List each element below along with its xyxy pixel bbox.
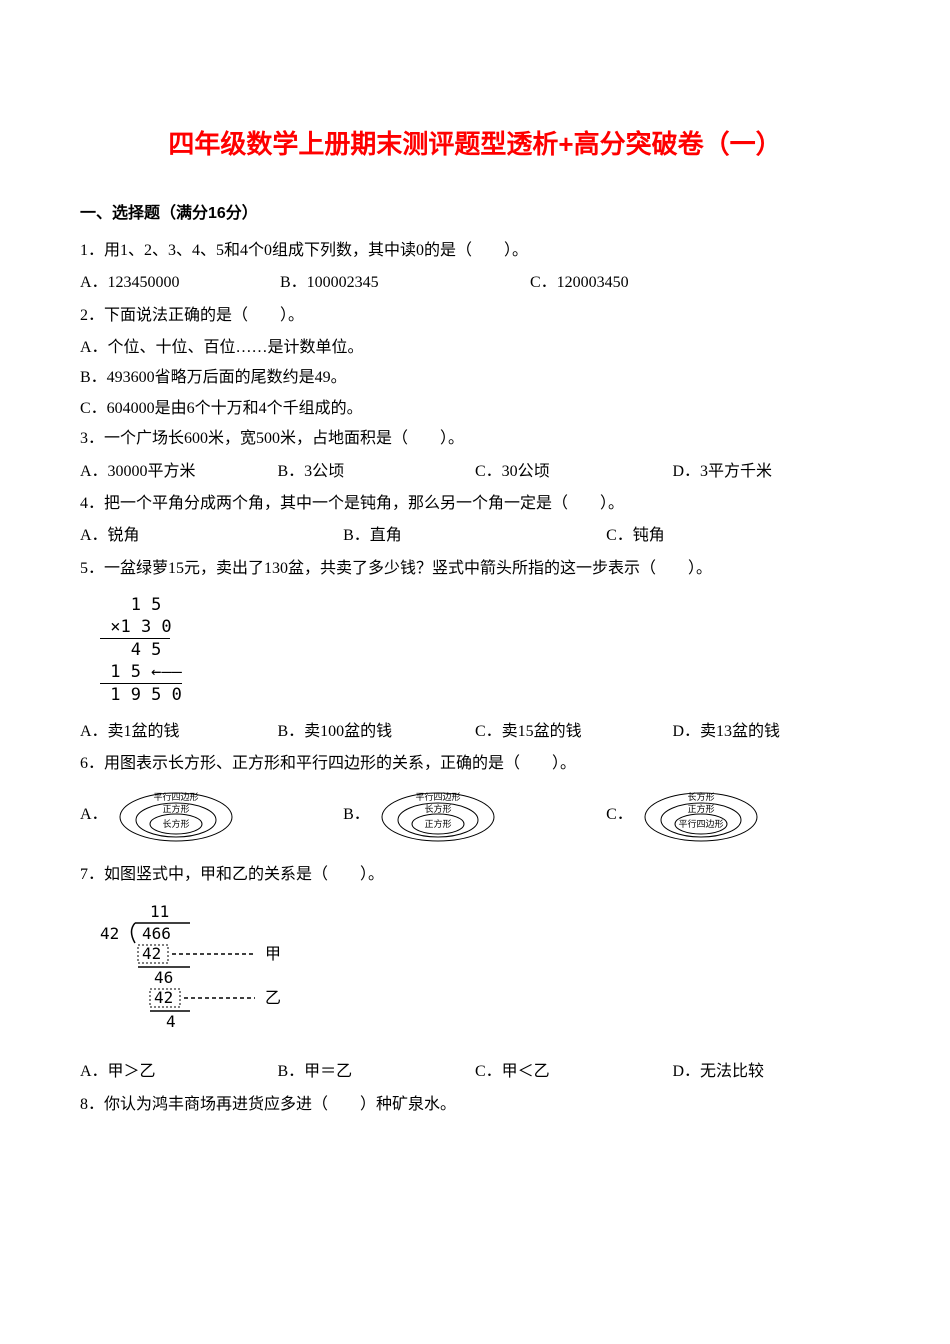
question-5-options: A．卖1盆的钱 B．卖100盆的钱 C．卖15盆的钱 D．卖13盆的钱 [80, 717, 870, 747]
q7-option-a: A．甲＞乙 [80, 1057, 278, 1087]
question-1: 1．用1、2、3、4、5和4个0组成下列数，其中读0的是（ ）。 [80, 236, 870, 266]
q1-option-a: A．123450000 [80, 268, 280, 298]
calc-line-2: ×1 3 0 [100, 616, 870, 638]
question-1-options: A．123450000 B．100002345 C．120003450 [80, 268, 870, 298]
question-6-options: A． 平行四边形 正方形 长方形 B． 平行四边形 长方形 正方形 C． 长方形… [80, 787, 870, 842]
q5-option-b: B．卖100盆的钱 [278, 717, 476, 747]
svg-text:42: 42 [154, 988, 173, 1007]
calc-line-4: 1 5 ←―― [100, 661, 870, 683]
q4-option-c: C．钝角 [606, 521, 869, 551]
question-7-options: A．甲＞乙 B．甲＝乙 C．甲＜乙 D．无法比较 [80, 1057, 870, 1087]
svg-text:平行四边形: 平行四边形 [415, 791, 460, 802]
q5-option-d: D．卖13盆的钱 [673, 717, 871, 747]
q3-option-c: C．30公顷 [475, 457, 673, 487]
q2-option-b: B．493600省略万后面的尾数约是49。 [80, 363, 870, 393]
svg-text:甲: 甲 [265, 944, 281, 963]
q3-option-d: D．3平方千米 [673, 457, 871, 487]
q7-option-b: B．甲＝乙 [278, 1057, 476, 1087]
question-3: 3．一个广场长600米，宽500米，占地面积是（ ）。 [80, 424, 870, 454]
q2-option-a: A．个位、十位、百位……是计数单位。 [80, 333, 870, 363]
q5-option-a: A．卖1盆的钱 [80, 717, 278, 747]
svg-text:正方形: 正方形 [162, 803, 189, 814]
calc-line-1: 1 5 [100, 594, 870, 616]
venn-diagram-c: 长方形 正方形 平行四边形 [641, 787, 761, 842]
svg-text:42: 42 [142, 944, 161, 963]
svg-text:正方形: 正方形 [687, 803, 714, 814]
svg-text:乙: 乙 [265, 988, 281, 1007]
question-6: 6．用图表示长方形、正方形和平行四边形的关系，正确的是（ ）。 [80, 749, 870, 779]
q5-option-c: C．卖15盆的钱 [475, 717, 673, 747]
svg-text:466: 466 [142, 924, 171, 943]
q6-label-c: C． [606, 800, 633, 830]
calc-line-3: 4 5 [100, 638, 870, 661]
q7-division-work: 11 42 466 42 46 42 4 甲 乙 [80, 899, 870, 1045]
question-4: 4．把一个平角分成两个角，其中一个是钝角，那么另一个角一定是（ ）。 [80, 489, 870, 519]
q6-option-a: A． 平行四边形 正方形 长方形 [80, 787, 343, 842]
question-2: 2．下面说法正确的是（ ）。 [80, 301, 870, 331]
q6-label-a: A． [80, 800, 108, 830]
venn-diagram-b: 平行四边形 长方形 正方形 [378, 787, 498, 842]
q6-option-c: C． 长方形 正方形 平行四边形 [606, 787, 869, 842]
long-division-diagram: 11 42 466 42 46 42 4 甲 乙 [80, 899, 320, 1034]
q6-label-b: B． [343, 800, 370, 830]
question-3-options: A．30000平方米 B．3公顷 C．30公顷 D．3平方千米 [80, 457, 870, 487]
question-5: 5．一盆绿萝15元，卖出了130盆，共卖了多少钱？竖式中箭头所指的这一步表示（ … [80, 554, 870, 584]
svg-text:长方形: 长方形 [424, 803, 451, 814]
svg-text:长方形: 长方形 [162, 818, 189, 829]
question-4-options: A．锐角 B．直角 C．钝角 [80, 521, 870, 551]
svg-text:正方形: 正方形 [424, 818, 451, 829]
svg-text:42: 42 [100, 924, 119, 943]
calc-line-5: 1 9 5 0 [100, 683, 870, 706]
venn-diagram-a: 平行四边形 正方形 长方形 [116, 787, 236, 842]
q5-multiplication-work: 1 5 ×1 3 0 4 5 1 5 ←―― 1 9 5 0 [100, 594, 870, 706]
q4-option-b: B．直角 [343, 521, 606, 551]
q1-option-c: C．120003450 [530, 268, 629, 298]
svg-text:4: 4 [166, 1012, 176, 1031]
q4-option-a: A．锐角 [80, 521, 343, 551]
question-8: 8．你认为鸿丰商场再进货应多进（ ）种矿泉水。 [80, 1090, 870, 1120]
exam-title: 四年级数学上册期末测评题型透析+高分突破卷（一） [80, 120, 870, 169]
q7-option-c: C．甲＜乙 [475, 1057, 673, 1087]
section-1-header: 一、选择题（满分16分） [80, 199, 870, 229]
svg-text:11: 11 [150, 902, 169, 921]
svg-text:平行四边形: 平行四边形 [153, 791, 198, 802]
svg-text:平行四边形: 平行四边形 [678, 818, 723, 829]
svg-text:46: 46 [154, 968, 173, 987]
q6-option-b: B． 平行四边形 长方形 正方形 [343, 787, 606, 842]
q7-option-d: D．无法比较 [673, 1057, 871, 1087]
q3-option-b: B．3公顷 [278, 457, 476, 487]
svg-text:长方形: 长方形 [687, 791, 714, 802]
question-7: 7．如图竖式中，甲和乙的关系是（ ）。 [80, 860, 870, 890]
q1-option-b: B．100002345 [280, 268, 530, 298]
q3-option-a: A．30000平方米 [80, 457, 278, 487]
q2-option-c: C．604000是由6个十万和4个千组成的。 [80, 394, 870, 424]
